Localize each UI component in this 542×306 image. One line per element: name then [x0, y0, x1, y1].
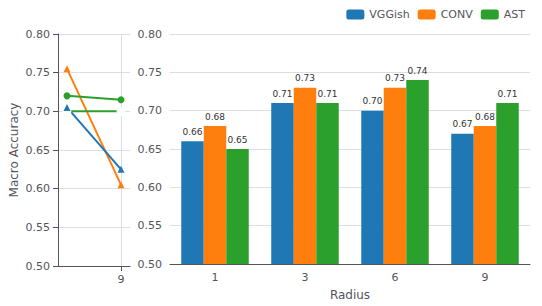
svg-text:1: 1 — [212, 271, 219, 284]
svg-text:0.80: 0.80 — [138, 28, 163, 41]
svg-text:0.55: 0.55 — [26, 221, 51, 234]
svg-text:0.73: 0.73 — [295, 73, 315, 83]
svg-text:Macro Accuracy: Macro Accuracy — [7, 103, 21, 198]
svg-text:0.60: 0.60 — [26, 182, 51, 195]
svg-text:CONV: CONV — [441, 8, 474, 21]
svg-text:0.50: 0.50 — [26, 260, 51, 273]
svg-text:AST: AST — [504, 8, 526, 21]
svg-text:0.74: 0.74 — [407, 66, 427, 76]
svg-text:0.80: 0.80 — [26, 28, 51, 41]
svg-text:0.68: 0.68 — [475, 112, 495, 122]
svg-text:0.75: 0.75 — [138, 66, 163, 79]
svg-text:9: 9 — [482, 271, 489, 284]
svg-text:0.65: 0.65 — [26, 144, 51, 157]
svg-text:0.70: 0.70 — [362, 96, 382, 106]
svg-text:0.75: 0.75 — [26, 66, 51, 79]
svg-text:0.70: 0.70 — [138, 104, 163, 117]
svg-text:0.71: 0.71 — [317, 89, 337, 99]
svg-text:0.60: 0.60 — [138, 181, 163, 194]
svg-text:0.50: 0.50 — [138, 258, 163, 271]
svg-text:0.71: 0.71 — [272, 89, 292, 99]
svg-text:3: 3 — [302, 271, 309, 284]
svg-text:0.67: 0.67 — [452, 119, 472, 129]
svg-text:0.71: 0.71 — [497, 89, 517, 99]
svg-text:0.65: 0.65 — [138, 143, 163, 156]
svg-text:0.70: 0.70 — [26, 105, 51, 118]
svg-text:0.73: 0.73 — [385, 73, 405, 83]
svg-text:0.68: 0.68 — [205, 112, 225, 122]
svg-text:0.66: 0.66 — [182, 127, 202, 137]
svg-text:6: 6 — [392, 271, 399, 284]
svg-text:VGGish: VGGish — [369, 8, 409, 21]
svg-text:0.55: 0.55 — [138, 219, 163, 232]
svg-text:0.65: 0.65 — [227, 135, 247, 145]
svg-text:9: 9 — [118, 273, 125, 286]
svg-text:Radius: Radius — [330, 288, 370, 302]
